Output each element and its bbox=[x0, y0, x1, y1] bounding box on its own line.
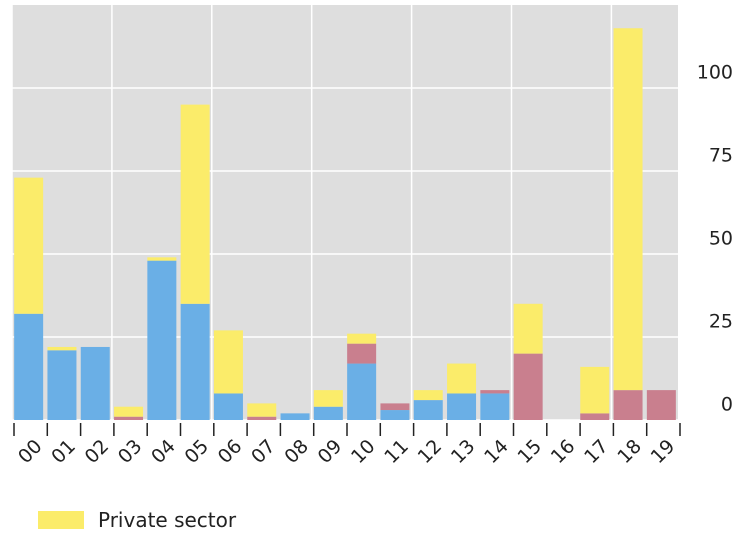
plot-area bbox=[12, 5, 678, 421]
bar-segment-05-series-3 bbox=[180, 104, 210, 304]
legend: Private sector bbox=[38, 508, 236, 532]
legend-swatch-private-sector bbox=[38, 511, 84, 529]
bar-segment-11-series-1 bbox=[380, 410, 410, 420]
bar-segment-14-series-1 bbox=[480, 393, 510, 420]
bar-segment-19-series-2 bbox=[646, 390, 676, 420]
x-tick-label: 18 bbox=[613, 435, 646, 468]
x-tick-label: 13 bbox=[447, 435, 480, 468]
bar-segment-18-series-2 bbox=[613, 390, 643, 420]
x-tick-label: 09 bbox=[314, 435, 347, 468]
bar-segment-14-series-2 bbox=[480, 390, 510, 394]
bar-segment-12-series-1 bbox=[413, 400, 443, 420]
y-tick-label: 100 bbox=[697, 62, 733, 84]
y-tick-label: 25 bbox=[709, 311, 733, 333]
bar-segment-05-series-1 bbox=[180, 303, 210, 420]
x-tick-label: 12 bbox=[414, 435, 447, 468]
x-tick-label: 03 bbox=[114, 435, 147, 468]
y-tick-label: 75 bbox=[709, 145, 733, 167]
y-axis: 0 25 50 75 100 bbox=[697, 62, 733, 416]
bar-segment-04-series-3 bbox=[147, 257, 177, 261]
bar-segment-09-series-1 bbox=[313, 406, 343, 420]
stacked-bar-chart: 00 01 02 03 04 05 06 07 08 09 10 11 12 13 14 15 16 17 18 19… bbox=[11, 5, 733, 468]
bar-segment-03-series-3 bbox=[114, 406, 144, 417]
bar-segment-07-series-2 bbox=[247, 416, 277, 420]
bar-segment-12-series-3 bbox=[413, 390, 443, 401]
x-tick-label: 08 bbox=[280, 435, 313, 468]
x-tick-label: 07 bbox=[247, 435, 280, 468]
bar-segment-06-series-3 bbox=[213, 330, 243, 394]
bars bbox=[14, 28, 676, 420]
x-tick-label: 17 bbox=[580, 435, 613, 468]
bar-segment-06-series-1 bbox=[213, 393, 243, 420]
x-tick-label: 02 bbox=[81, 435, 114, 468]
bar-segment-17-series-2 bbox=[580, 413, 610, 420]
bar-segment-13-series-3 bbox=[447, 363, 477, 394]
bar-segment-10-series-3 bbox=[347, 333, 377, 344]
x-tick-label: 05 bbox=[180, 435, 213, 468]
bar-segment-15-series-2 bbox=[513, 353, 543, 420]
bar-segment-03-series-2 bbox=[114, 416, 144, 420]
bar-segment-09-series-3 bbox=[313, 390, 343, 407]
x-axis: 00 01 02 03 04 05 06 07 08 09 10 11 12 13 14 15 16 17 18 19 bbox=[12, 420, 681, 468]
bar-segment-00-series-1 bbox=[14, 313, 44, 420]
bar-segment-08-series-1 bbox=[280, 413, 310, 420]
x-tick-label: 01 bbox=[47, 435, 80, 468]
y-tick-label: 50 bbox=[709, 228, 733, 250]
bar-segment-01-series-1 bbox=[47, 350, 77, 420]
bar-segment-15-series-3 bbox=[513, 303, 543, 354]
y-tick-label: 0 bbox=[721, 394, 733, 416]
bar-segment-11-series-2 bbox=[380, 403, 410, 411]
x-tick-label: 00 bbox=[14, 435, 47, 468]
bar-segment-17-series-3 bbox=[580, 366, 610, 414]
bar-segment-01-series-3 bbox=[47, 346, 77, 351]
bar-segment-07-series-3 bbox=[247, 403, 277, 417]
legend-label-private-sector: Private sector bbox=[98, 508, 237, 532]
x-tick-label: 04 bbox=[147, 435, 180, 468]
bar-segment-04-series-1 bbox=[147, 260, 177, 420]
bar-segment-10-series-1 bbox=[347, 363, 377, 420]
x-tick-label: 19 bbox=[647, 435, 680, 468]
x-tick-label: 16 bbox=[547, 435, 580, 468]
bar-segment-00-series-3 bbox=[14, 177, 44, 314]
bar-segment-10-series-2 bbox=[347, 343, 377, 364]
x-tick-label: 11 bbox=[380, 435, 413, 468]
x-tick-label: 06 bbox=[214, 435, 247, 468]
x-tick-label: 14 bbox=[480, 435, 513, 468]
bar-segment-02-series-1 bbox=[80, 346, 110, 420]
bar-segment-13-series-1 bbox=[447, 393, 477, 420]
x-tick-label: 10 bbox=[347, 435, 380, 468]
bar-segment-18-series-3 bbox=[613, 28, 643, 391]
x-tick-label: 15 bbox=[513, 435, 546, 468]
